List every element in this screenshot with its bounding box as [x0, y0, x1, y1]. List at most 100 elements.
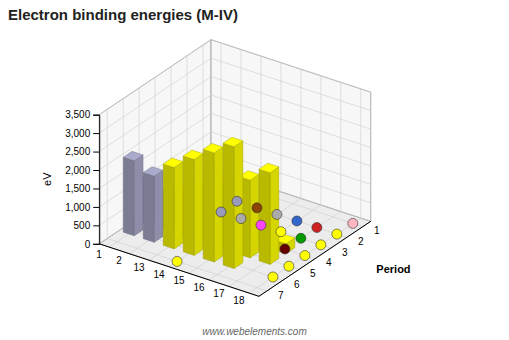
bar-face — [259, 163, 279, 173]
plot-area — [123, 137, 358, 282]
tick-label: 3,500 — [65, 109, 90, 120]
tick-mark — [93, 188, 99, 189]
tick-label: 2 — [358, 236, 364, 247]
dot — [332, 229, 342, 239]
tick-label: 17 — [213, 288, 225, 299]
y-axis: 0 500 1,000 1,500 2,000 2,500 3,000 3,500 — [65, 109, 100, 249]
bar — [203, 143, 223, 262]
bar-face — [203, 149, 214, 262]
dot — [216, 207, 226, 217]
dot — [280, 244, 290, 254]
dot — [236, 214, 246, 224]
tick-label: 15 — [173, 275, 185, 286]
tick: 2,000 — [65, 165, 99, 176]
tick-mark — [93, 115, 99, 116]
bar-face — [123, 151, 143, 161]
dot — [268, 272, 278, 282]
tick-mark — [93, 207, 99, 208]
dot — [300, 251, 310, 261]
tick-label: 1 — [96, 249, 102, 260]
tick-mark — [93, 225, 99, 226]
bars — [123, 137, 295, 268]
dot — [316, 240, 326, 250]
tick: 1,000 — [65, 202, 99, 213]
grid-line — [260, 56, 261, 185]
tick-mark — [93, 170, 99, 171]
dots — [172, 196, 358, 282]
bar-face — [259, 169, 270, 264]
grid-line — [340, 82, 341, 211]
axis-title: Period — [376, 263, 410, 275]
tick-label: 0 — [85, 239, 91, 250]
tick-label: 18 — [233, 295, 245, 306]
bar-face — [194, 154, 203, 256]
tick-label: 2,000 — [65, 165, 90, 176]
tick-mark — [93, 152, 99, 153]
dot — [276, 227, 286, 237]
tick: 3,500 — [65, 109, 99, 120]
bar-face — [223, 137, 243, 147]
tick-label: 4 — [326, 257, 332, 268]
tick-label: 5 — [310, 268, 316, 279]
axis-title: eV — [41, 172, 53, 186]
grid-line — [107, 109, 108, 238]
tick-label: 500 — [74, 220, 91, 231]
bar-face — [123, 157, 134, 236]
tick-mark — [93, 133, 99, 134]
dot — [232, 196, 242, 206]
tick-label: 3,000 — [65, 128, 90, 139]
axis-domain — [93, 115, 100, 244]
dot — [292, 216, 302, 226]
grid — [99, 40, 371, 293]
tick-label: 3 — [342, 247, 348, 258]
tick-label: 6 — [294, 279, 300, 290]
bar-face — [174, 162, 183, 249]
bar-face — [134, 155, 143, 236]
tick-mark — [93, 244, 99, 245]
x-axis-domain — [99, 244, 259, 297]
bar — [183, 150, 203, 255]
bar-face — [163, 164, 174, 249]
title: Electron binding energies (M-IV) — [8, 6, 238, 23]
dot — [284, 261, 294, 271]
tick-label: 7 — [278, 290, 284, 301]
grid-line — [280, 63, 281, 192]
bar — [163, 158, 183, 249]
dot — [348, 218, 358, 228]
tick-label: 1 — [374, 225, 380, 236]
dot — [296, 233, 306, 243]
grid-line — [320, 76, 321, 205]
chart-svg: 05001,0001,5002,0002,5003,0003,500121314… — [0, 0, 509, 340]
grid-line — [211, 40, 371, 93]
bar — [223, 137, 243, 268]
dot — [312, 223, 322, 233]
tick: 500 — [74, 220, 100, 231]
depth-axis-domain — [259, 221, 371, 296]
tick-label: 16 — [193, 282, 205, 293]
bar-face — [143, 167, 163, 177]
dot — [252, 203, 262, 213]
bar-face — [183, 150, 203, 160]
bar-face — [203, 143, 223, 153]
tick-label: 14 — [153, 269, 165, 280]
bar — [123, 151, 143, 235]
bar — [143, 167, 163, 243]
bar-face — [250, 174, 259, 258]
tick-label: 2,500 — [65, 146, 90, 157]
annotation: www.webelements.com — [202, 326, 306, 337]
tick-label: 1,000 — [65, 202, 90, 213]
grid-line — [300, 69, 301, 198]
bar-face — [183, 156, 194, 256]
dot — [172, 256, 182, 266]
dot — [256, 220, 266, 230]
tick: 1,500 — [65, 183, 99, 194]
tick: 2,500 — [65, 146, 99, 157]
panes — [99, 40, 371, 297]
bar-face — [143, 173, 154, 243]
grid-line — [360, 89, 361, 218]
bar-face — [163, 158, 183, 168]
bar-face — [154, 170, 163, 242]
tick-label: 1,500 — [65, 183, 90, 194]
tick-label: 13 — [133, 262, 145, 273]
bar-face — [223, 143, 234, 268]
